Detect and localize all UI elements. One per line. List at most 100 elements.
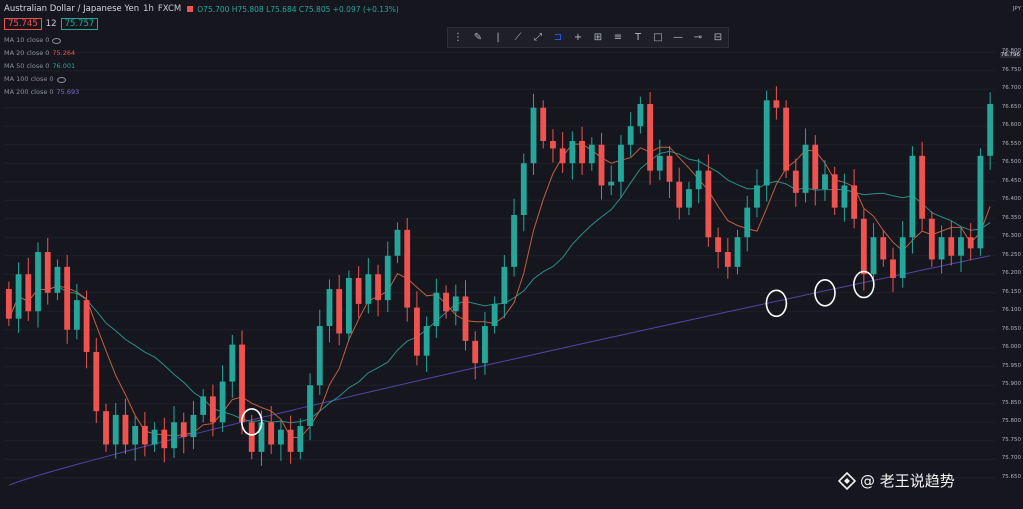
y-tick-label: 76.200 <box>1001 270 1021 277</box>
symbol-name[interactable]: Australian Dollar / Japanese Yen <box>4 4 140 14</box>
indicator-row[interactable]: MA 50 close 0 76.001 <box>4 62 76 70</box>
candle-body <box>171 422 177 449</box>
magnet-icon[interactable]: ⊐ <box>553 31 563 43</box>
candle-body <box>384 255 391 301</box>
drawing-toolbar: ⋮ ✎ | ⟋ ⤢ ⊐ + ⊞ ≡ T □ — ⊸ ⊟ <box>447 27 729 48</box>
candle-body <box>365 274 372 304</box>
candle-body <box>93 351 100 412</box>
pattern-icon[interactable]: ≡ <box>613 31 623 43</box>
candle-body <box>511 215 517 267</box>
candle-body <box>627 126 634 145</box>
pencil-icon[interactable]: ✎ <box>473 31 483 43</box>
y-tick-label: 76.550 <box>1001 140 1021 147</box>
y-tick-label: 76.350 <box>1001 214 1021 221</box>
y-tick-label: 75.950 <box>1001 362 1021 369</box>
interval-label[interactable]: 1h <box>143 4 154 14</box>
ma200-line <box>8 255 991 486</box>
indicator-list: MA 10 close 0 MA 20 close 0 75.264 MA 50 … <box>4 34 79 99</box>
cross-icon[interactable]: + <box>573 31 583 43</box>
layout-icon[interactable]: ⊟ <box>713 31 723 43</box>
y-tick-label: 76.750 <box>1001 66 1021 73</box>
indicator-row[interactable]: MA 20 close 0 75.264 <box>4 49 76 57</box>
candle-body <box>277 429 284 445</box>
text-icon[interactable]: T <box>634 31 642 43</box>
candle-body <box>987 104 994 156</box>
y-tick-label: 76.250 <box>1001 251 1021 258</box>
candle-body <box>375 274 381 301</box>
y-tick-label: 76.300 <box>1001 233 1021 240</box>
candle-body <box>268 422 275 445</box>
indicator-row[interactable]: MA 10 close 0 <box>4 34 79 47</box>
indicator-row[interactable]: MA 100 close 0 <box>4 73 79 86</box>
eye-icon[interactable] <box>52 37 62 44</box>
candle-body <box>579 141 585 164</box>
candle-body <box>588 144 595 164</box>
ma50-line <box>8 150 991 424</box>
market-status-icon <box>187 6 194 12</box>
current-price-label: 76.796 <box>999 52 1021 58</box>
horizontal-line-icon[interactable]: — <box>673 31 683 43</box>
y-tick-label: 76.650 <box>1001 103 1021 110</box>
candle-body <box>219 381 226 423</box>
y-tick-label: 75.650 <box>1001 473 1021 480</box>
ma50-path <box>8 150 991 424</box>
y-tick-label: 75.850 <box>1001 399 1021 406</box>
candle-body <box>890 259 896 278</box>
candle-body <box>200 396 207 415</box>
candle-body <box>831 174 838 208</box>
ray-icon[interactable]: ⊸ <box>693 31 703 43</box>
candle-body <box>676 181 683 208</box>
candle-body <box>5 289 12 319</box>
indicator-row[interactable]: MA 200 close 0 75.693 <box>4 88 80 96</box>
ohlc-values: O75.700 H75.808 L75.684 C75.805 +0.097 (… <box>197 4 399 14</box>
annotation-circles <box>240 270 875 436</box>
candle-body <box>977 155 984 249</box>
candles <box>5 86 994 466</box>
candle-body <box>822 174 828 190</box>
y-tick-label: 76.400 <box>1001 196 1021 203</box>
candle-body <box>258 422 265 452</box>
price-axis[interactable]: JPY 76.796 76.800 76.750 76.700 76.650 76.60… <box>999 0 1023 509</box>
candle-body <box>326 289 333 327</box>
sell-button[interactable]: 75.745 <box>4 18 42 30</box>
axis-currency: JPY <box>1012 6 1021 12</box>
candle-body <box>452 296 459 312</box>
annotation-circle <box>240 408 263 436</box>
annotation-circle <box>853 270 875 299</box>
rectangle-icon[interactable]: □ <box>653 31 663 43</box>
y-tick-label: 76.600 <box>1001 122 1021 129</box>
candle-body <box>958 237 964 256</box>
trend-line-icon[interactable]: ⟋ <box>514 31 522 43</box>
y-tick-label: 76.100 <box>1001 307 1021 314</box>
y-tick-label: 76.150 <box>1001 288 1021 295</box>
spread-value: 12 <box>45 19 57 29</box>
candle-body <box>35 252 41 312</box>
candle-body <box>161 429 168 449</box>
candle-body <box>122 414 129 445</box>
y-tick-label: 75.750 <box>1001 436 1021 443</box>
candle-body <box>462 296 469 341</box>
vertical-line-icon[interactable]: | <box>496 31 500 43</box>
candle-body <box>763 100 770 186</box>
candle-body <box>404 229 411 308</box>
candle-body <box>423 326 430 356</box>
candle-body <box>647 104 654 171</box>
buy-button[interactable]: 75.757 <box>60 18 99 30</box>
measure-icon[interactable]: ⊞ <box>593 31 603 43</box>
candle-body <box>229 344 236 382</box>
candle-body <box>860 218 867 275</box>
candle-body <box>715 237 722 253</box>
candle-body <box>355 277 362 304</box>
candle-body <box>919 155 926 219</box>
candle-body <box>443 292 449 312</box>
candle-body <box>851 185 858 219</box>
crosshair-icon[interactable]: ⋮ <box>453 31 463 43</box>
y-tick-label: 75.700 <box>1001 455 1021 462</box>
y-tick-label: 76.450 <box>1001 177 1021 184</box>
fib-icon[interactable]: ⤢ <box>534 31 542 43</box>
eye-icon[interactable] <box>56 76 66 83</box>
logo-icon <box>838 471 856 490</box>
candle-body <box>530 107 537 164</box>
